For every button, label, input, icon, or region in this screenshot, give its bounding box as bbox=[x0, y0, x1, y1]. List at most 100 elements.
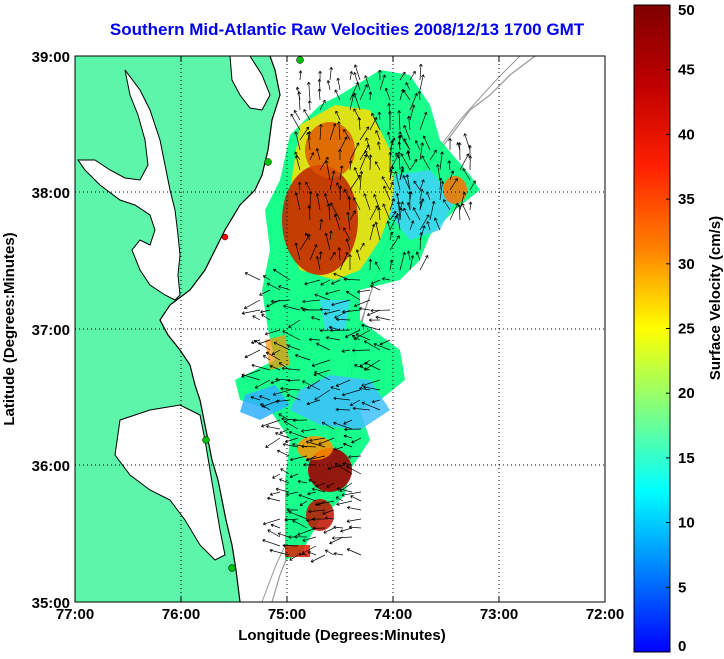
velocity-arrow bbox=[327, 464, 344, 471]
velocity-arrow bbox=[343, 128, 351, 141]
velocity-arrow bbox=[286, 393, 301, 401]
velocity-arrow bbox=[361, 323, 381, 331]
velocity-arrow bbox=[368, 318, 381, 322]
velocity-arrow bbox=[370, 284, 381, 291]
velocity-arrow bbox=[299, 126, 310, 141]
velocity-arrow bbox=[350, 495, 362, 502]
velocity-arrow bbox=[324, 232, 331, 251]
velocity-arrow bbox=[344, 329, 361, 338]
plot-frame bbox=[74, 55, 606, 603]
velocity-arrow bbox=[346, 518, 362, 523]
velocity-arrow bbox=[309, 437, 326, 443]
velocity-arrow bbox=[335, 110, 341, 121]
velocity-arrow bbox=[314, 389, 331, 401]
velocity-arrow bbox=[287, 344, 301, 351]
velocity-arrow bbox=[369, 205, 379, 221]
velocity-arrow bbox=[436, 163, 441, 181]
velocity-arrow bbox=[449, 202, 459, 221]
velocity-arrow bbox=[323, 527, 335, 534]
velocity-arrow bbox=[275, 431, 290, 439]
velocity-arrow bbox=[241, 373, 261, 381]
velocity-arrow bbox=[294, 155, 301, 171]
velocity-arrow bbox=[339, 165, 344, 181]
velocity-arrow bbox=[389, 235, 400, 251]
velocity-arrow bbox=[419, 179, 425, 191]
velocity-arrow bbox=[326, 482, 335, 488]
velocity-arrow bbox=[270, 523, 281, 529]
velocity-arrow bbox=[308, 478, 317, 484]
velocity-arrow bbox=[308, 337, 321, 342]
y-tick-label: 36:00 bbox=[32, 458, 70, 475]
velocity-arrow bbox=[297, 527, 317, 536]
velocity-arrow bbox=[468, 201, 473, 211]
velocity-arrow bbox=[349, 70, 354, 81]
velocity-arrow bbox=[394, 170, 401, 191]
x-tick-label: 75:00 bbox=[268, 606, 306, 623]
velocity-arrow bbox=[278, 285, 291, 291]
velocity-arrow bbox=[381, 176, 391, 191]
velocity-arrow bbox=[463, 133, 471, 151]
velocity-arrow bbox=[448, 138, 452, 151]
velocity-arrow bbox=[419, 232, 423, 251]
velocity-arrow bbox=[389, 259, 394, 271]
velocity-arrow bbox=[337, 247, 342, 261]
y-axis-label: Latitude (Degrees:Minutes) bbox=[1, 232, 18, 425]
velocity-arrow bbox=[280, 468, 290, 475]
y-tick-label: 39:00 bbox=[32, 49, 70, 66]
colorbar-ticks: 0 5 10 15 20 25 30 35 40 45 50 bbox=[666, 2, 695, 655]
velocity-arrow bbox=[321, 421, 335, 430]
velocity-arrow bbox=[346, 465, 362, 475]
velocity-arrow bbox=[284, 518, 299, 522]
velocity-arrow bbox=[368, 91, 373, 101]
map-title: Southern Mid-Atlantic Raw Velocities 200… bbox=[109, 20, 585, 39]
velocity-arrow bbox=[395, 152, 401, 161]
velocity-arrow bbox=[294, 151, 301, 161]
velocity-arrow bbox=[265, 351, 281, 361]
colorbar-tick-label: 25 bbox=[678, 321, 695, 338]
x-tick-label: 76:00 bbox=[162, 606, 200, 623]
velocity-arrow bbox=[419, 111, 428, 131]
velocity-arrow bbox=[330, 202, 341, 221]
velocity-arrow bbox=[342, 461, 353, 466]
velocity-arrow bbox=[338, 149, 342, 161]
x-tick-label: 74:00 bbox=[374, 606, 412, 623]
velocity-arrow bbox=[279, 428, 290, 434]
velocity-arrow bbox=[305, 440, 326, 448]
velocity-arrow bbox=[261, 314, 271, 321]
velocity-arrow bbox=[339, 136, 348, 151]
pamlico-sound bbox=[114, 404, 226, 561]
velocity-arrow bbox=[280, 386, 301, 391]
colorbar bbox=[633, 4, 671, 653]
velocity-arrow bbox=[340, 527, 353, 533]
velocity-arrow bbox=[261, 419, 281, 428]
velocity-arrow bbox=[396, 201, 401, 221]
velocity-arrow bbox=[349, 174, 361, 191]
velocity-arrow bbox=[400, 134, 411, 151]
velocity-arrow bbox=[266, 282, 281, 291]
velocity-arrow bbox=[402, 175, 411, 191]
velocity-arrow bbox=[252, 315, 261, 321]
velocity-arrow bbox=[244, 272, 261, 281]
velocity-arrow bbox=[333, 272, 351, 281]
velocity-arrow bbox=[275, 399, 291, 404]
velocity-arrow bbox=[254, 379, 271, 389]
velocity-arrow bbox=[264, 329, 281, 336]
velocity-arrow bbox=[285, 491, 299, 497]
x-tick-marks bbox=[74, 56, 606, 602]
velocity-arrow bbox=[345, 291, 361, 301]
velocity-arrow bbox=[353, 299, 371, 308]
velocity-arrow bbox=[359, 126, 370, 141]
velocity-arrow bbox=[244, 349, 261, 359]
velocity-arrow bbox=[250, 395, 261, 401]
velocity-arrow bbox=[389, 165, 395, 181]
velocity-arrow bbox=[373, 342, 391, 351]
station-marker bbox=[221, 233, 229, 241]
velocity-arrow bbox=[294, 354, 311, 361]
velocity-arrow bbox=[301, 545, 317, 554]
velocity-arrow bbox=[338, 185, 343, 201]
velocity-arrow bbox=[382, 203, 391, 221]
velocity-arrow bbox=[310, 554, 326, 563]
velocity-arrow bbox=[403, 207, 411, 221]
velocity-arrow bbox=[294, 131, 301, 151]
